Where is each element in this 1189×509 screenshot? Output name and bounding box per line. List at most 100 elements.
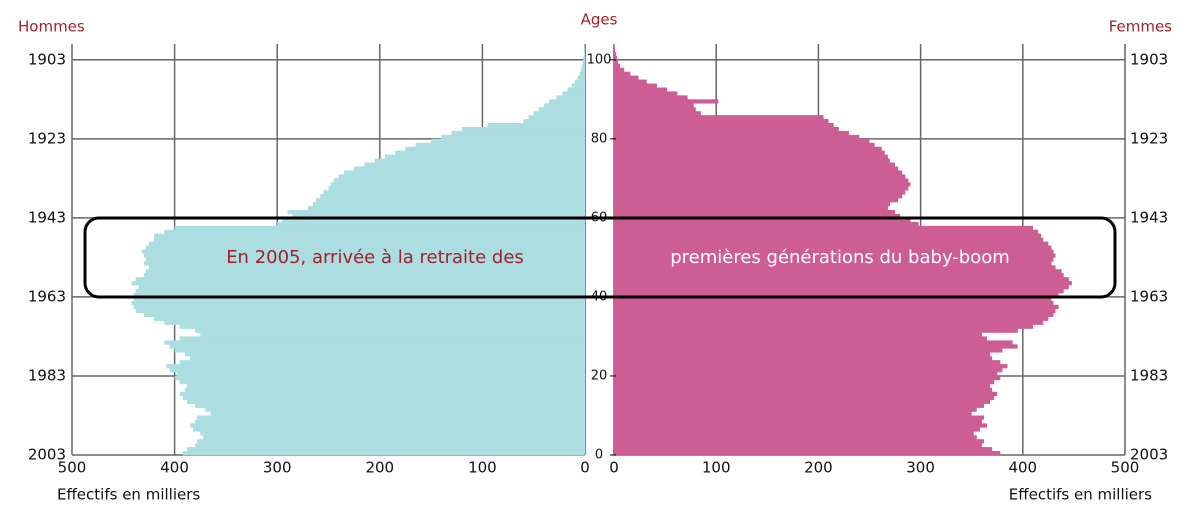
bar	[614, 63, 621, 69]
bar	[614, 383, 991, 389]
bar	[333, 178, 585, 183]
bar	[614, 439, 984, 444]
bar	[614, 360, 1001, 365]
bar	[614, 213, 901, 219]
bar	[567, 87, 585, 92]
bar	[614, 166, 899, 171]
y2-tick-label: 1983	[1130, 366, 1168, 384]
bar	[200, 332, 585, 337]
bar	[197, 439, 585, 444]
bar	[179, 391, 586, 397]
bar	[182, 451, 586, 456]
bar	[614, 352, 991, 357]
bar	[614, 391, 998, 397]
bar	[614, 115, 824, 120]
bar	[154, 233, 585, 238]
y2-tick-label: 2003	[1130, 446, 1168, 464]
bar	[614, 178, 909, 183]
bar	[415, 142, 585, 148]
bar	[133, 304, 585, 310]
bars	[131, 44, 1072, 456]
bar	[614, 154, 888, 159]
bar	[395, 150, 585, 155]
bar	[614, 316, 1049, 321]
bar	[154, 237, 585, 242]
bar	[614, 190, 906, 195]
annotation: En 2005, arrivée à la retraite des	[226, 247, 524, 268]
bar	[583, 55, 585, 61]
bar	[614, 253, 1056, 258]
y-tick-label: 100	[587, 52, 612, 67]
bar	[143, 312, 585, 317]
bar	[614, 170, 903, 175]
bar	[614, 249, 1054, 254]
bar	[614, 340, 1013, 345]
bar	[614, 229, 1039, 234]
bar	[343, 170, 585, 175]
bar	[614, 411, 972, 416]
bar	[292, 213, 585, 219]
bar	[614, 308, 1056, 314]
bar	[614, 265, 1056, 270]
bar	[141, 249, 585, 254]
bar	[179, 324, 586, 329]
bar	[614, 209, 896, 215]
bar	[614, 375, 1001, 381]
bar	[164, 340, 585, 345]
bar	[338, 174, 585, 179]
bar	[614, 51, 617, 57]
x-tick-label: 300	[906, 459, 935, 477]
bar	[354, 166, 585, 171]
bar	[138, 285, 585, 290]
bar	[614, 419, 982, 424]
bar	[614, 221, 919, 227]
bar	[143, 253, 585, 258]
y-tick-label: 80	[591, 131, 608, 146]
bar	[614, 123, 834, 128]
bar	[614, 119, 829, 124]
bar	[533, 111, 585, 116]
y-tick-label: 20	[591, 368, 608, 383]
bar	[614, 71, 631, 76]
y2-tick-label: 1963	[28, 287, 66, 305]
bar	[614, 44, 615, 49]
bar	[166, 364, 585, 369]
bar	[179, 379, 586, 385]
bar	[316, 198, 585, 203]
bar	[614, 312, 1054, 317]
bar	[431, 138, 585, 144]
bar	[135, 289, 585, 294]
bar	[169, 368, 585, 373]
bar	[210, 411, 585, 416]
bar	[143, 273, 585, 278]
y2-tick-label: 1943	[28, 208, 66, 226]
y-tick-label: 0	[595, 448, 603, 463]
bar	[186, 447, 586, 452]
bar	[614, 237, 1044, 242]
bar	[614, 103, 694, 108]
x-tick-label: 500	[1111, 459, 1140, 477]
bar	[384, 154, 585, 159]
bar	[614, 387, 993, 393]
bar	[614, 206, 888, 211]
bar	[614, 79, 647, 84]
bar	[614, 59, 619, 65]
highlight-box	[83, 216, 1117, 299]
bar	[182, 395, 586, 400]
bar	[579, 71, 585, 76]
bar	[614, 158, 890, 163]
y2-tick-label: 2003	[28, 446, 66, 464]
bar	[614, 174, 906, 179]
bar	[614, 423, 988, 428]
bar	[614, 348, 1003, 353]
bar	[364, 162, 585, 167]
bar	[614, 225, 1034, 231]
bar	[614, 447, 993, 452]
bar	[374, 158, 585, 163]
bar	[176, 372, 586, 377]
bar	[614, 289, 1064, 294]
bar	[614, 150, 885, 155]
bar	[195, 419, 585, 424]
y2-tick-label: 1903	[1130, 50, 1168, 68]
bar	[195, 443, 585, 448]
